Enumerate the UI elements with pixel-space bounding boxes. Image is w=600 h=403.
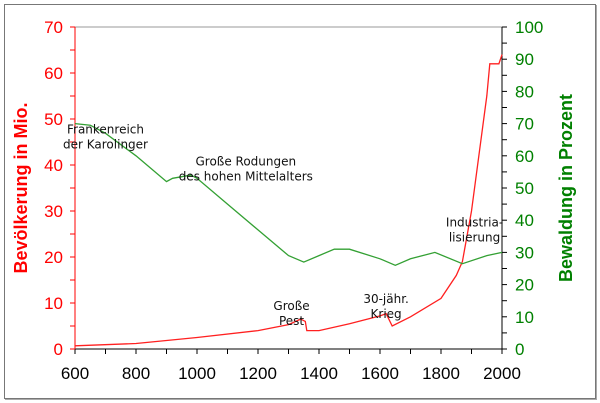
annotation-label: Große xyxy=(273,299,309,313)
series-line-forest xyxy=(74,122,503,267)
right-axis-title: Bewaldung in Prozent xyxy=(556,94,576,282)
left-tick-label: 10 xyxy=(44,294,63,313)
annotation-label: lisierung xyxy=(449,231,500,245)
x-tick-label: 2000 xyxy=(483,364,521,383)
x-tick-label: 600 xyxy=(61,364,89,383)
annotation-label: Große Rodungen xyxy=(195,154,296,168)
chart-frame xyxy=(4,4,596,399)
left-tick-label: 60 xyxy=(44,64,63,83)
x-tick-label: 1600 xyxy=(361,364,399,383)
right-tick-label: 0 xyxy=(515,340,524,359)
annotation-label: Frankenreich xyxy=(67,122,144,136)
x-tick-label: 1000 xyxy=(178,364,216,383)
x-tick-label: 1400 xyxy=(300,364,338,383)
left-tick-label: 70 xyxy=(44,18,63,37)
right-tick-label: 60 xyxy=(515,147,534,166)
x-tick-label: 1800 xyxy=(422,364,460,383)
series-line-population xyxy=(74,54,503,347)
right-tick-label: 90 xyxy=(515,50,534,69)
left-tick-label: 50 xyxy=(44,110,63,129)
annotation-label: Industria- xyxy=(446,216,503,230)
right-tick-label: 100 xyxy=(515,18,543,37)
right-tick-label: 70 xyxy=(515,115,534,134)
annotation-label: Krieg xyxy=(371,307,402,321)
left-tick-label: 30 xyxy=(44,202,63,221)
right-tick-label: 10 xyxy=(515,308,534,327)
annotation-label: 30-jähr. xyxy=(363,292,409,306)
left-axis-title: Bevölkerung in Mio. xyxy=(11,102,31,273)
right-tick-label: 20 xyxy=(515,276,534,295)
annotation-label: der Karolinger xyxy=(63,137,148,151)
annotation-label: des hohen Mittelalters xyxy=(179,169,313,183)
right-tick-label: 80 xyxy=(515,82,534,101)
left-tick-label: 0 xyxy=(54,340,63,359)
left-tick-label: 20 xyxy=(44,248,63,267)
right-tick-label: 50 xyxy=(515,179,534,198)
annotation-label: Pest xyxy=(279,314,304,328)
right-tick-label: 30 xyxy=(515,243,534,262)
x-tick-label: 800 xyxy=(122,364,150,383)
x-tick-label: 1200 xyxy=(239,364,277,383)
right-tick-label: 40 xyxy=(515,211,534,230)
left-tick-label: 40 xyxy=(44,156,63,175)
